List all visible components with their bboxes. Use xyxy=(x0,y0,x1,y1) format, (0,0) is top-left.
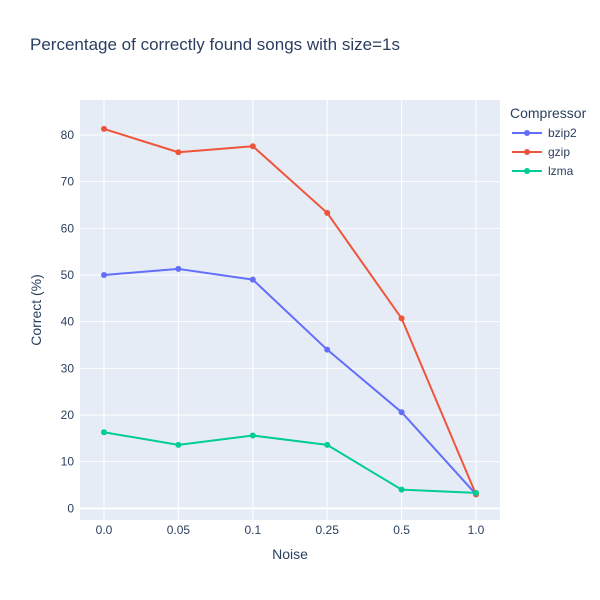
y-tick-label: 10 xyxy=(61,455,75,469)
x-tick-label: 0.05 xyxy=(167,523,191,537)
data-point-lzma[interactable] xyxy=(175,441,182,448)
legend[interactable]: Compressor bzip2 gzip lzma xyxy=(510,105,587,178)
y-tick-labels: 0 10 20 30 40 50 60 70 80 xyxy=(61,128,75,515)
legend-label: gzip xyxy=(548,145,570,159)
x-axis-label: Noise xyxy=(272,546,308,562)
data-point-gzip[interactable] xyxy=(398,315,405,322)
data-point-bzip2[interactable] xyxy=(101,272,107,278)
y-tick-label: 30 xyxy=(61,361,75,375)
series-gzip xyxy=(101,125,479,498)
series-line-lzma xyxy=(103,431,477,494)
series-line-bzip2 xyxy=(103,267,477,496)
data-point-gzip[interactable] xyxy=(324,209,331,216)
legend-swatch-marker xyxy=(524,168,530,174)
x-tick-label: 1.0 xyxy=(468,523,485,537)
legend-title: Compressor xyxy=(510,105,587,121)
data-point-bzip2[interactable] xyxy=(398,409,405,416)
data-point-lzma[interactable] xyxy=(101,429,107,436)
y-tick-label: 40 xyxy=(61,315,75,329)
data-point-bzip2[interactable] xyxy=(249,276,256,283)
data-point-gzip[interactable] xyxy=(175,149,182,156)
legend-item-lzma[interactable]: lzma xyxy=(512,164,574,178)
grid-lines xyxy=(80,100,500,520)
series-line-gzip xyxy=(103,127,477,495)
legend-swatch-marker xyxy=(524,130,530,136)
y-tick-label: 70 xyxy=(61,175,75,189)
series-layer xyxy=(101,125,479,498)
data-point-lzma[interactable] xyxy=(249,432,256,439)
x-tick-label: 0.25 xyxy=(316,523,340,537)
y-tick-label: 50 xyxy=(61,268,75,282)
x-tick-label: 0.1 xyxy=(244,523,261,537)
data-point-bzip2[interactable] xyxy=(175,265,182,272)
series-lzma xyxy=(101,429,479,496)
legend-item-bzip2[interactable]: bzip2 xyxy=(512,126,577,140)
x-tick-label: 0.0 xyxy=(96,523,113,537)
data-point-bzip2[interactable] xyxy=(324,346,331,353)
data-point-lzma[interactable] xyxy=(473,489,479,496)
x-tick-labels: 0.0 0.05 0.1 0.25 0.5 1.0 xyxy=(96,523,485,537)
data-point-gzip[interactable] xyxy=(101,125,107,132)
legend-swatch-marker xyxy=(524,149,530,155)
data-point-lzma[interactable] xyxy=(324,441,331,448)
y-tick-label: 60 xyxy=(61,221,75,235)
plot-area xyxy=(80,100,500,520)
legend-label: bzip2 xyxy=(548,126,577,140)
y-axis-label: Correct (%) xyxy=(28,274,44,346)
data-point-lzma[interactable] xyxy=(398,486,405,493)
legend-item-gzip[interactable]: gzip xyxy=(512,145,570,159)
data-point-gzip[interactable] xyxy=(249,143,256,150)
legend-label: lzma xyxy=(548,164,574,178)
y-tick-label: 0 xyxy=(67,501,74,515)
y-tick-label: 80 xyxy=(61,128,75,142)
y-tick-label: 20 xyxy=(61,408,75,422)
chart-title: Percentage of correctly found songs with… xyxy=(30,35,400,54)
x-tick-label: 0.5 xyxy=(393,523,410,537)
